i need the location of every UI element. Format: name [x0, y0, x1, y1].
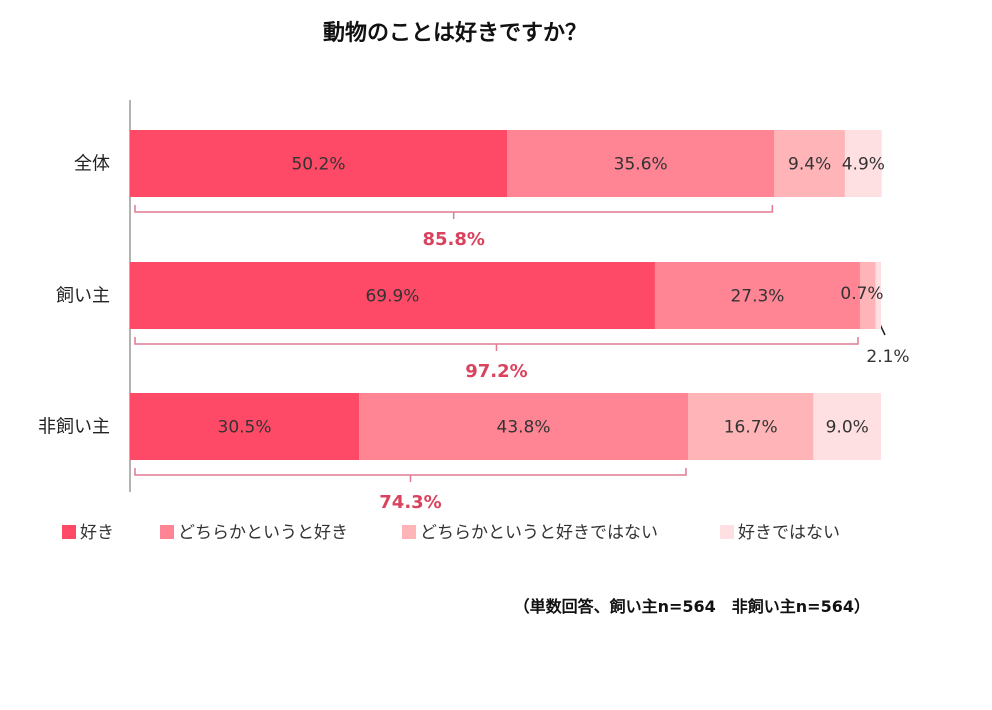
bar-segment	[130, 130, 508, 197]
value-label: 30.5%	[218, 418, 272, 438]
sample-note: （単数回答、飼い主n=564 非飼い主n=564）	[514, 597, 870, 616]
sum-bracket	[134, 205, 774, 219]
category-label: 飼い主	[56, 286, 110, 307]
sum-bracket	[134, 337, 859, 351]
value-label: 50.2%	[291, 155, 345, 175]
bar-segment	[687, 393, 814, 460]
legend-swatch	[720, 525, 734, 539]
bar-segment	[859, 262, 876, 329]
legend-swatch	[62, 525, 76, 539]
bar-segment	[130, 393, 360, 460]
bar-segment	[130, 262, 655, 329]
value-label: 69.9%	[365, 287, 419, 307]
legend-label: どちらかというと好き	[178, 523, 348, 543]
legend-label: どちらかというと好きではない	[420, 523, 658, 543]
bar-segment	[844, 130, 882, 197]
bar-segment	[654, 262, 860, 329]
bar-segment	[507, 130, 775, 197]
category-label: 全体	[74, 154, 110, 175]
bar-segment	[774, 130, 845, 197]
sum-label: 74.3%	[379, 492, 441, 513]
bar-segment	[813, 393, 881, 460]
bars-group: 全体 50.2% 35.6% 9.4% 4.9% 85.8% 飼い主 69.9% 27.3% 2.…	[38, 130, 910, 513]
legend: 好き どちらかというと好き どちらかというと好きではない 好きではない	[62, 523, 840, 543]
value-label: 43.8%	[497, 418, 551, 438]
value-label: 4.9%	[842, 155, 885, 175]
legend-swatch	[160, 525, 174, 539]
value-label: 9.0%	[826, 418, 869, 438]
legend-swatch	[402, 525, 416, 539]
category-label: 非飼い主	[38, 417, 110, 438]
sum-label: 97.2%	[465, 361, 527, 382]
chart-title: 動物のことは好きですか？	[323, 20, 587, 46]
value-label: 9.4%	[788, 155, 831, 175]
value-label: 2.1%	[866, 347, 909, 367]
bar-segment	[875, 262, 881, 329]
value-label: 27.3%	[730, 287, 784, 307]
sum-bracket	[134, 468, 687, 482]
value-label: 0.7%	[840, 284, 883, 304]
sum-label: 85.8%	[422, 229, 484, 250]
legend-label: 好きではない	[738, 523, 840, 543]
value-label: 16.7%	[724, 418, 778, 438]
legend-label: 好き	[80, 523, 114, 543]
bar-segment	[359, 393, 688, 460]
value-label: 35.6%	[614, 155, 668, 175]
